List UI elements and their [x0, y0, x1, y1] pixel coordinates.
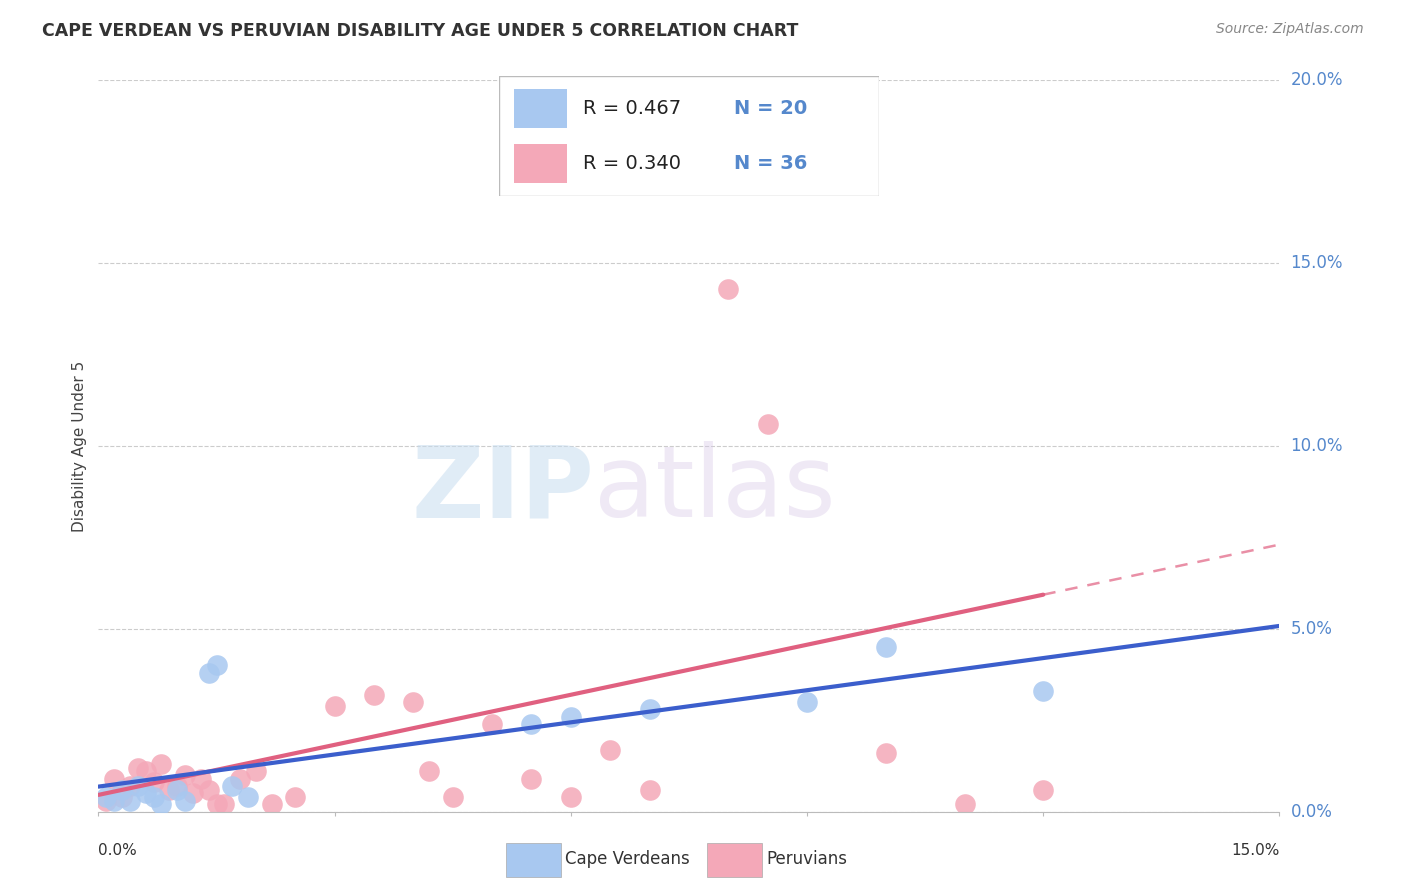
Point — [520, 772, 543, 786]
Text: 10.0%: 10.0% — [1291, 437, 1343, 455]
Point — [245, 764, 267, 779]
Y-axis label: Disability Age Under 5: Disability Age Under 5 — [72, 360, 87, 532]
Point — [875, 746, 897, 760]
Point — [756, 417, 779, 431]
Point — [135, 764, 157, 779]
Point — [560, 709, 582, 723]
Point — [142, 790, 165, 805]
Point — [363, 688, 385, 702]
Point — [418, 764, 440, 779]
Point — [197, 782, 219, 797]
Point — [260, 797, 283, 812]
Point — [96, 790, 118, 805]
Point — [205, 658, 228, 673]
Point — [638, 782, 661, 797]
Text: 15.0%: 15.0% — [1291, 254, 1343, 272]
Point — [205, 797, 228, 812]
Text: Cape Verdeans: Cape Verdeans — [565, 849, 690, 868]
Point — [157, 782, 180, 797]
Point — [402, 695, 425, 709]
FancyBboxPatch shape — [506, 843, 561, 877]
Text: 15.0%: 15.0% — [1232, 843, 1279, 858]
Point — [96, 794, 118, 808]
Point — [111, 790, 134, 805]
Text: R = 0.467: R = 0.467 — [582, 99, 681, 118]
Point — [481, 717, 503, 731]
FancyBboxPatch shape — [707, 843, 762, 877]
Text: 0.0%: 0.0% — [1291, 803, 1333, 821]
Text: Source: ZipAtlas.com: Source: ZipAtlas.com — [1216, 22, 1364, 37]
Point — [127, 779, 149, 793]
Point — [236, 790, 259, 805]
FancyBboxPatch shape — [515, 145, 568, 183]
Point — [560, 790, 582, 805]
Point — [796, 695, 818, 709]
Point — [150, 797, 173, 812]
Point — [103, 772, 125, 786]
Point — [599, 742, 621, 756]
Point — [221, 779, 243, 793]
Point — [638, 702, 661, 716]
Point — [678, 176, 700, 190]
Point — [717, 282, 740, 296]
Point — [181, 787, 204, 801]
Text: R = 0.340: R = 0.340 — [582, 154, 681, 173]
Text: 20.0%: 20.0% — [1291, 71, 1343, 89]
FancyBboxPatch shape — [499, 76, 879, 196]
Point — [166, 779, 188, 793]
Text: atlas: atlas — [595, 442, 837, 539]
Text: ZIP: ZIP — [412, 442, 595, 539]
Point — [127, 761, 149, 775]
Point — [174, 794, 197, 808]
Point — [118, 794, 141, 808]
Point — [875, 640, 897, 655]
Point — [150, 757, 173, 772]
Point — [135, 787, 157, 801]
Point — [284, 790, 307, 805]
Point — [229, 772, 252, 786]
Text: 5.0%: 5.0% — [1291, 620, 1333, 638]
Point — [1032, 684, 1054, 698]
Text: N = 36: N = 36 — [734, 154, 808, 173]
Point — [103, 794, 125, 808]
Point — [323, 698, 346, 713]
Text: Peruvians: Peruvians — [766, 849, 846, 868]
Point — [197, 665, 219, 680]
Point — [520, 717, 543, 731]
Point — [441, 790, 464, 805]
Point — [214, 797, 236, 812]
Text: N = 20: N = 20 — [734, 99, 807, 118]
Point — [142, 775, 165, 789]
Point — [166, 782, 188, 797]
Point — [953, 797, 976, 812]
Point — [111, 782, 134, 797]
Text: CAPE VERDEAN VS PERUVIAN DISABILITY AGE UNDER 5 CORRELATION CHART: CAPE VERDEAN VS PERUVIAN DISABILITY AGE … — [42, 22, 799, 40]
Point — [1032, 782, 1054, 797]
Point — [190, 772, 212, 786]
Text: 0.0%: 0.0% — [98, 843, 138, 858]
Point — [174, 768, 197, 782]
FancyBboxPatch shape — [515, 89, 568, 128]
Point — [118, 779, 141, 793]
